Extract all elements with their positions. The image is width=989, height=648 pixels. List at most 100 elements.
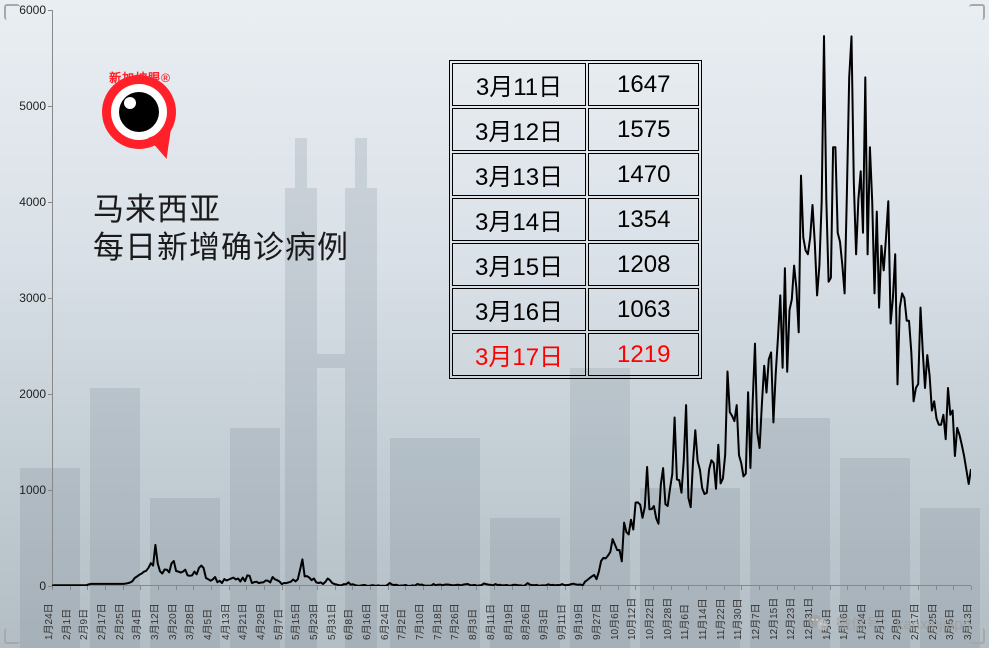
x-tick xyxy=(812,586,813,590)
x-tick-label: 11月14日 xyxy=(694,598,709,640)
x-tick-label: 7月26日 xyxy=(446,603,461,640)
x-tick xyxy=(830,586,831,590)
x-tick xyxy=(282,586,283,590)
table-row: 3月15日1208 xyxy=(452,243,699,286)
x-tick xyxy=(653,586,654,590)
x-tick xyxy=(105,586,106,590)
x-tick-label: 10月28日 xyxy=(659,598,674,640)
table-value-cell: 1647 xyxy=(588,63,699,106)
x-tick-label: 9月19日 xyxy=(570,603,585,640)
x-tick xyxy=(458,586,459,590)
x-tick-label: 4月13日 xyxy=(217,603,232,640)
x-tick xyxy=(211,586,212,590)
x-tick-label: 5月31日 xyxy=(323,603,338,640)
table-row: 3月14日1354 xyxy=(452,198,699,241)
x-tick xyxy=(794,586,795,590)
x-tick xyxy=(971,586,972,590)
logo-badge: 新加坡眼® xyxy=(102,75,192,165)
x-tick xyxy=(953,586,954,590)
x-tick xyxy=(123,586,124,590)
x-tick xyxy=(299,586,300,590)
x-tick-label: 5月7日 xyxy=(270,609,285,640)
table-date-cell: 3月13日 xyxy=(452,153,586,196)
x-tick xyxy=(706,586,707,590)
x-tick-label: 7月2日 xyxy=(393,609,408,640)
x-tick-label: 6月16日 xyxy=(358,603,373,640)
x-tick xyxy=(936,586,937,590)
x-tick xyxy=(741,586,742,590)
x-tick xyxy=(600,586,601,590)
table-value-cell: 1354 xyxy=(588,198,699,241)
wechat-icon xyxy=(808,612,830,634)
x-tick xyxy=(52,586,53,590)
wechat-text: 微信号：kanxinjiapo xyxy=(836,613,971,634)
table-body: 3月11日16473月12日15753月13日14703月14日13543月15… xyxy=(452,63,699,376)
x-tick xyxy=(246,586,247,590)
x-tick xyxy=(176,586,177,590)
x-tick-label: 3月20日 xyxy=(164,603,179,640)
x-tick-label: 1月24日 xyxy=(40,603,55,640)
x-tick xyxy=(671,586,672,590)
x-tick xyxy=(900,586,901,590)
x-tick xyxy=(724,586,725,590)
y-tick xyxy=(48,394,52,395)
x-tick-label: 2月9日 xyxy=(75,609,90,640)
x-tick xyxy=(635,586,636,590)
x-tick xyxy=(423,586,424,590)
table-value-cell: 1063 xyxy=(588,288,699,331)
y-tick xyxy=(48,10,52,11)
x-tick-label: 8月3日 xyxy=(464,609,479,640)
table-date-cell: 3月14日 xyxy=(452,198,586,241)
x-tick xyxy=(618,586,619,590)
table-date-cell: 3月12日 xyxy=(452,108,586,151)
x-tick-label: 5月23日 xyxy=(305,603,320,640)
table-value-cell: 1219 xyxy=(588,333,699,376)
x-tick-label: 7月10日 xyxy=(411,603,426,640)
table-date-cell: 3月11日 xyxy=(452,63,586,106)
x-tick-label: 5月15日 xyxy=(287,603,302,640)
x-tick-label: 9月27日 xyxy=(588,603,603,640)
table-row: 3月12日1575 xyxy=(452,108,699,151)
x-tick xyxy=(476,586,477,590)
x-tick xyxy=(70,586,71,590)
wechat-watermark: 微信号：kanxinjiapo xyxy=(808,612,971,634)
x-tick xyxy=(529,586,530,590)
recent-data-table: 3月11日16473月12日15753月13日14703月14日13543月15… xyxy=(449,60,702,379)
x-tick xyxy=(352,586,353,590)
x-tick-label: 11月30日 xyxy=(729,598,744,640)
x-tick xyxy=(388,586,389,590)
x-tick xyxy=(494,586,495,590)
table-date-cell: 3月17日 xyxy=(452,333,586,376)
x-tick xyxy=(140,586,141,590)
x-tick-label: 4月29日 xyxy=(252,603,267,640)
x-tick-label: 9月3日 xyxy=(535,609,550,640)
x-tick-label: 2月25日 xyxy=(111,603,126,640)
x-tick xyxy=(229,586,230,590)
x-tick xyxy=(918,586,919,590)
x-tick-label: 7月18日 xyxy=(429,603,444,640)
y-tick xyxy=(48,586,52,587)
x-tick xyxy=(370,586,371,590)
x-tick-label: 3月12日 xyxy=(146,603,161,640)
x-tick xyxy=(264,586,265,590)
x-tick-label: 4月21日 xyxy=(234,603,249,640)
x-tick xyxy=(547,586,548,590)
x-tick-label: 8月11日 xyxy=(482,604,497,640)
table-value-cell: 1208 xyxy=(588,243,699,286)
x-tick xyxy=(441,586,442,590)
x-tick-label: 3月28日 xyxy=(181,603,196,640)
x-tick-label: 10月6日 xyxy=(606,603,621,640)
x-tick xyxy=(158,586,159,590)
table-row: 3月11日1647 xyxy=(452,63,699,106)
y-tick xyxy=(48,202,52,203)
table-value-cell: 1470 xyxy=(588,153,699,196)
table-row: 3月17日1219 xyxy=(452,333,699,376)
x-tick xyxy=(317,586,318,590)
x-tick-label: 2月1日 xyxy=(58,609,73,640)
table-date-cell: 3月16日 xyxy=(452,288,586,331)
y-tick xyxy=(48,490,52,491)
x-tick-label: 11月6日 xyxy=(676,604,691,640)
x-tick xyxy=(688,586,689,590)
x-tick-label: 8月26日 xyxy=(517,603,532,640)
x-tick-label: 8月19日 xyxy=(500,603,515,640)
